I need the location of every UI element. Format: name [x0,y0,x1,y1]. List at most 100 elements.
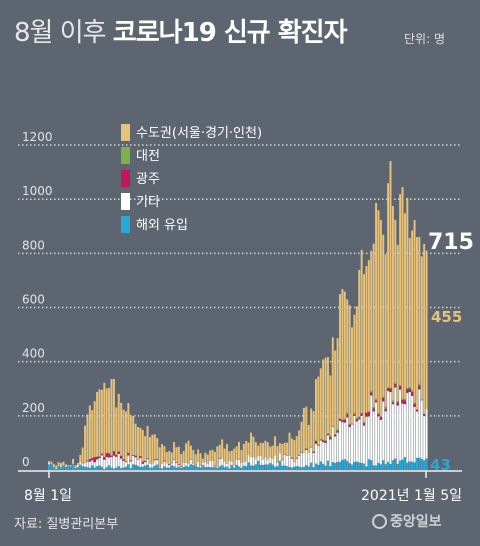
bar-segment [182,467,185,470]
bar-segment [423,243,426,414]
bar-segment [278,443,281,454]
bar-segment [223,461,226,468]
bar-segment [360,462,363,470]
bar-segment [199,465,202,468]
bar-segment [346,460,349,470]
bar-segment [127,455,130,465]
bar-segment [413,403,416,407]
bar-segment [240,462,243,468]
bar-segment [88,405,91,460]
bar-segment [413,402,416,404]
bar-segment [341,422,344,460]
bar-segment [98,458,101,466]
bar-segment [197,461,200,468]
bar-segment [216,446,219,467]
bar-segment [377,210,380,414]
bar-segment [305,448,308,450]
bar-segment [302,452,305,467]
bar-segment [401,187,404,399]
bar-segment [62,461,65,466]
bar-segment [355,461,358,470]
bar-segment [389,392,392,465]
bar-segment [274,455,277,467]
bar-segment [305,406,308,449]
bar-segment [242,462,245,466]
bar-segment [228,468,231,470]
bar-segment [79,464,82,470]
bar-segment [415,457,418,470]
bar-segment [100,389,103,454]
bar-segment [64,465,67,467]
bar-segment [124,466,127,470]
bar-segment [161,463,164,469]
bar-segment [336,461,339,470]
bar-segment [387,387,390,389]
bar-segment [329,439,332,467]
bar-segment [401,459,404,470]
bar-segment [158,465,161,467]
bar-segment [403,404,406,458]
bar-segment [192,465,195,470]
bar-segment [353,415,356,462]
bar-segment [108,465,111,470]
bar-segment [379,464,382,470]
bar-segment [305,465,308,470]
legend-label: 대전 [136,149,160,164]
bar-segment [370,250,373,391]
bar-segment [124,462,127,467]
bar-segment [324,357,327,441]
bar-segment [336,432,339,462]
bar-segment [358,419,361,463]
bar-segment [406,197,409,388]
bar-segment [206,463,209,468]
bar-segment [213,451,216,466]
bar-segment [112,379,115,452]
bar-segment [93,462,96,468]
bar-segment [377,462,380,470]
bar-segment [146,425,149,459]
bar-segment [322,439,325,441]
bar-segment [60,462,62,467]
bar-segment [120,402,123,456]
bar-segment [420,256,423,400]
bar-segment [370,392,373,396]
bar-segment [278,460,281,470]
bar-segment [425,250,428,410]
bar-segment [262,459,265,465]
bar-segment [250,465,252,470]
bar-segment [408,388,411,393]
bar-segment [233,448,236,465]
bar-segment [250,457,252,466]
bar-segment [281,465,284,470]
bar-segment [52,463,55,467]
bar-segment [105,388,108,453]
bar-segment [339,418,341,421]
bar-segment [127,452,130,456]
bar-segment [387,390,390,462]
bar-segment [401,403,404,460]
bar-segment [96,466,99,470]
bar-segment [259,455,262,465]
bar-segment [163,466,166,470]
bar-segment [151,467,154,470]
bar-segment [124,411,127,462]
bar-segment [365,466,368,470]
bar-segment [365,412,368,413]
bar-segment [403,400,406,405]
bar-segment [57,465,60,470]
bar-segment [199,453,202,465]
bar-segment [48,461,50,464]
bar-segment [129,414,132,461]
bar-segment [314,440,317,442]
bar-segment [235,464,238,470]
bar-segment [370,390,373,393]
bar-segment [100,455,103,467]
bar-segment [136,465,139,470]
bar-segment [134,464,137,470]
bar-segment [146,464,149,470]
y-tick-label: 200 [22,401,45,415]
bar-segment [358,462,361,470]
bar-segment [257,445,260,457]
bar-segment [355,306,358,418]
bar-segment [88,461,91,468]
